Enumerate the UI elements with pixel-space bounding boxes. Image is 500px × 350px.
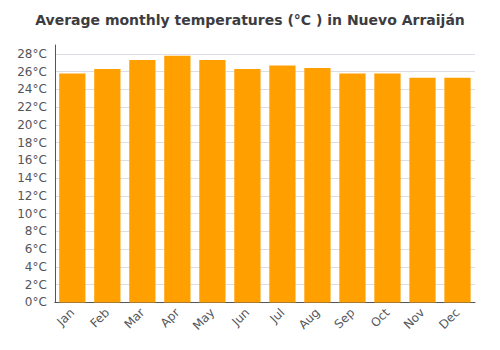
svg-text:24°C: 24°C bbox=[17, 82, 47, 96]
svg-text:6°C: 6°C bbox=[25, 242, 47, 256]
svg-text:Oct: Oct bbox=[368, 305, 393, 330]
svg-text:22°C: 22°C bbox=[17, 100, 47, 114]
svg-text:Feb: Feb bbox=[87, 306, 112, 331]
svg-text:26°C: 26°C bbox=[17, 65, 47, 79]
svg-text:May: May bbox=[190, 306, 217, 333]
svg-text:18°C: 18°C bbox=[17, 136, 47, 150]
svg-text:8°C: 8°C bbox=[25, 224, 47, 238]
svg-text:Dec: Dec bbox=[436, 306, 462, 332]
svg-text:Jan: Jan bbox=[54, 306, 78, 330]
svg-text:0°C: 0°C bbox=[25, 295, 47, 309]
svg-text:Nov: Nov bbox=[401, 306, 427, 332]
svg-text:14°C: 14°C bbox=[17, 171, 47, 185]
svg-text:Average monthly temperatures (: Average monthly temperatures (°C ) in Nu… bbox=[35, 12, 465, 28]
svg-text:16°C: 16°C bbox=[17, 153, 47, 167]
svg-text:Aug: Aug bbox=[296, 306, 322, 332]
svg-text:28°C: 28°C bbox=[17, 47, 47, 61]
svg-text:10°C: 10°C bbox=[17, 207, 47, 221]
svg-text:Sep: Sep bbox=[332, 306, 358, 332]
svg-text:4°C: 4°C bbox=[25, 260, 47, 274]
svg-text:2°C: 2°C bbox=[25, 278, 47, 292]
svg-text:20°C: 20°C bbox=[17, 118, 47, 132]
svg-text:Apr: Apr bbox=[158, 305, 183, 330]
svg-text:Mar: Mar bbox=[121, 305, 147, 331]
svg-text:Jun: Jun bbox=[228, 306, 252, 330]
svg-text:12°C: 12°C bbox=[17, 189, 47, 203]
svg-text:Jul: Jul bbox=[267, 306, 288, 327]
